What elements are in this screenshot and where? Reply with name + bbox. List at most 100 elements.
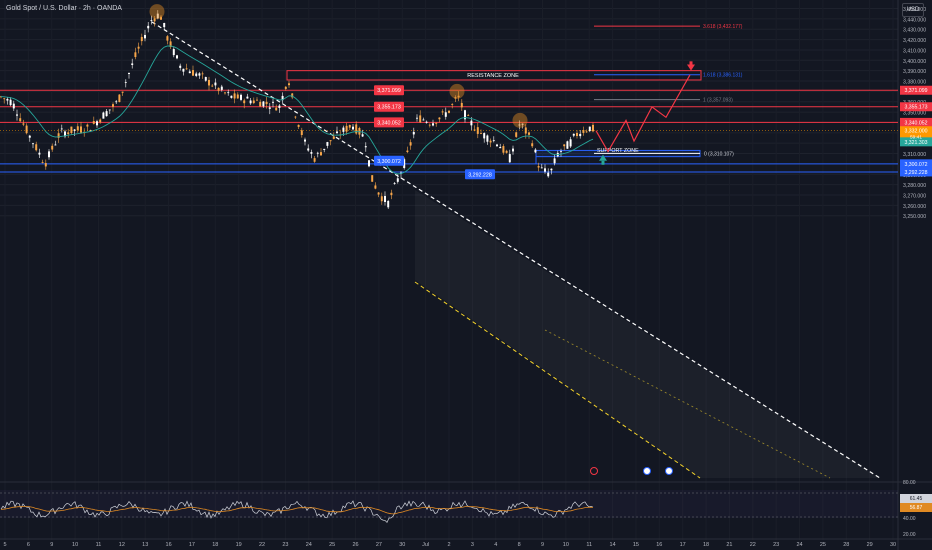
x-tick-label: 18 (703, 542, 709, 548)
rsi-axis-label: 40.00 (903, 516, 916, 522)
candle-body (572, 133, 575, 136)
x-tick-label: 11 (96, 542, 102, 548)
support-zone-label: SUPPORT ZONE (597, 148, 639, 154)
resistance-zone (286, 70, 702, 81)
x-tick-label: 16 (166, 542, 172, 548)
candle-body (316, 152, 319, 154)
candle-body (582, 130, 585, 133)
x-tick-label: 16 (656, 542, 662, 548)
candle-body (355, 124, 358, 134)
x-tick-label: 2 (447, 542, 450, 548)
candle-body (48, 151, 50, 158)
candle-body (19, 118, 22, 122)
candle-body (195, 73, 198, 76)
candle-body (537, 166, 540, 168)
price-tag (374, 117, 404, 128)
candle-body (291, 93, 294, 98)
candle-body (371, 175, 374, 182)
rsi-axis-label: 80.00 (903, 480, 916, 486)
x-tick-label: 8 (518, 542, 521, 548)
x-tick-label: 25 (820, 542, 826, 548)
candle-body (569, 139, 572, 147)
candle-body (208, 79, 210, 86)
x-tick-label: 19 (236, 542, 242, 548)
candle-body (345, 125, 348, 132)
candle-body (70, 126, 73, 134)
candle-body (105, 111, 108, 117)
x-tick-label: 24 (306, 542, 312, 548)
axis-price-label: 3,340.052 (904, 120, 927, 126)
candle-body (22, 123, 25, 125)
candle-body (99, 119, 102, 123)
candle-body (262, 101, 265, 107)
candle-body (25, 125, 28, 134)
candle-body (348, 124, 351, 128)
candle-body (368, 160, 370, 167)
candle-body (60, 128, 63, 130)
candle-body (204, 77, 207, 81)
candle-body (553, 158, 556, 164)
candle-body (185, 68, 188, 70)
candle-body (284, 86, 287, 89)
candle-body (528, 132, 530, 135)
x-tick-label: 23 (282, 542, 288, 548)
candle-body (188, 71, 191, 74)
candle-body (320, 152, 322, 156)
candle-body (35, 144, 38, 151)
candle-body (57, 133, 60, 138)
candle-body (352, 126, 354, 130)
candle-body (336, 131, 338, 134)
candle-body (540, 167, 543, 169)
candle-body (390, 192, 393, 196)
price-tag (374, 155, 404, 166)
candle-body (236, 94, 239, 99)
x-tick-label: 24 (796, 542, 802, 548)
candle-body (521, 123, 524, 125)
x-tick-label: 11 (586, 542, 592, 548)
candle-body (243, 100, 246, 104)
candle-body (102, 112, 105, 119)
candle-body (80, 126, 82, 133)
candle-body (217, 87, 220, 91)
candle-body (496, 144, 498, 147)
price-tag-label: 3,340.052 (377, 120, 401, 126)
axis-price-label: 3,300.072 (904, 162, 927, 168)
candle-body (387, 200, 390, 208)
candle-body (160, 16, 162, 20)
candle-body (230, 95, 233, 98)
candle-body (6, 98, 9, 101)
rsi-band (0, 490, 898, 518)
candle-body (441, 111, 444, 113)
x-tick-label: 27 (376, 542, 382, 548)
candle-body (272, 101, 274, 103)
axis-price-badge (900, 102, 932, 112)
candle-body (326, 142, 329, 146)
candle-body (508, 154, 511, 163)
y-tick-label: 3,380.000 (903, 80, 926, 86)
candle-body (323, 148, 326, 150)
y-tick-label: 3,250.000 (903, 214, 926, 220)
down-arrow-icon (687, 64, 695, 71)
candle-body (246, 96, 249, 99)
candle-body (396, 178, 399, 182)
up-arrow-stem (601, 160, 605, 165)
candle-body (118, 94, 121, 103)
x-tick-label: 17 (189, 542, 195, 548)
axis-price-label: 3,355.173 (904, 105, 927, 111)
fib-label: 0 (3,310.107) (704, 151, 734, 157)
candle-body (307, 148, 310, 151)
y-tick-label: 3,430.000 (903, 28, 926, 34)
x-tick-label: 6 (27, 542, 30, 548)
candle-body (147, 25, 150, 29)
candle-body (163, 22, 166, 28)
axis-price-badge (900, 126, 932, 141)
candle-body (3, 98, 6, 100)
currency-button[interactable]: USD (902, 3, 924, 17)
candle-body (464, 110, 466, 120)
rsi-line (0, 500, 594, 524)
y-tick-label: 3,270.000 (903, 193, 926, 199)
candle-body (252, 100, 255, 104)
candle-body (422, 119, 425, 121)
x-tick-label: 26 (352, 542, 358, 548)
